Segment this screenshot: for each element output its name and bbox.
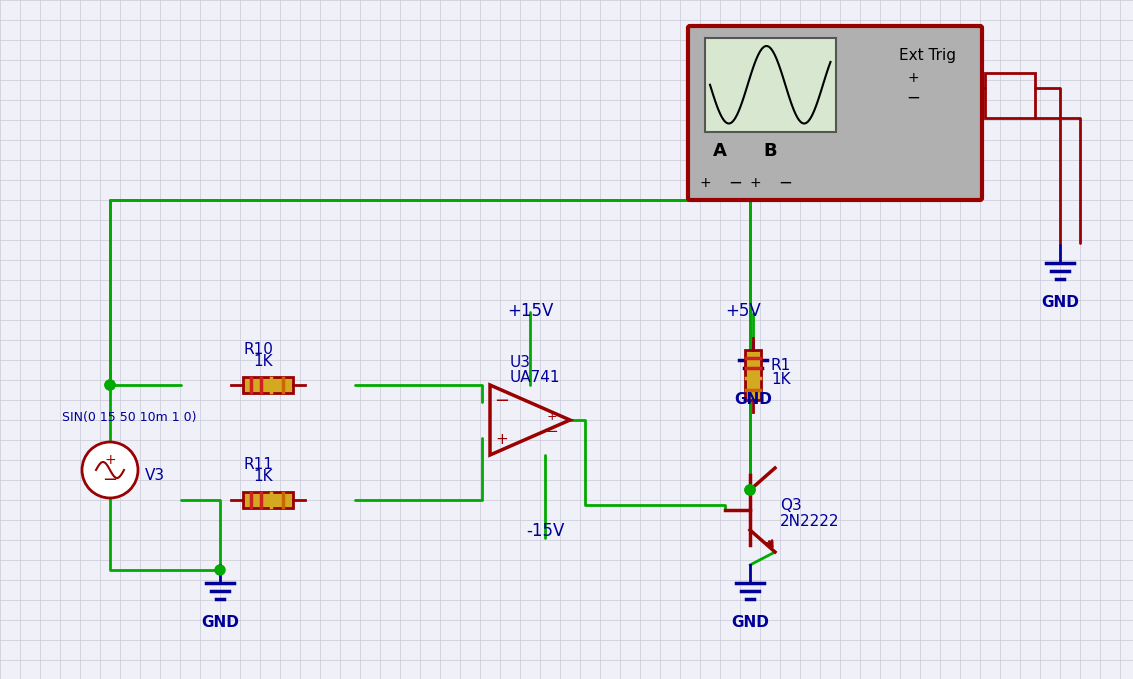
Text: U3: U3 bbox=[510, 355, 531, 370]
Circle shape bbox=[910, 84, 918, 92]
Text: −: − bbox=[729, 174, 742, 192]
Text: GND: GND bbox=[201, 615, 239, 630]
Text: Q3: Q3 bbox=[780, 498, 802, 513]
Circle shape bbox=[746, 485, 755, 495]
Text: −: − bbox=[906, 89, 920, 107]
Bar bbox=[705, 38, 835, 132]
Text: −: − bbox=[102, 471, 118, 489]
Text: −: − bbox=[494, 392, 510, 410]
Circle shape bbox=[82, 442, 138, 498]
Text: 1K: 1K bbox=[253, 354, 273, 369]
Text: +15V: +15V bbox=[506, 302, 553, 320]
Text: B: B bbox=[764, 142, 777, 160]
Text: -15V: -15V bbox=[526, 522, 564, 540]
Text: +: + bbox=[547, 409, 557, 422]
Text: R1: R1 bbox=[770, 358, 791, 373]
Text: +: + bbox=[104, 453, 116, 467]
Circle shape bbox=[716, 169, 724, 177]
Text: SIN(0 15 50 10m 1 0): SIN(0 15 50 10m 1 0) bbox=[62, 411, 196, 424]
Circle shape bbox=[105, 380, 116, 390]
Text: R10: R10 bbox=[244, 342, 273, 357]
Circle shape bbox=[215, 565, 225, 575]
Text: GND: GND bbox=[731, 615, 769, 630]
Text: −: − bbox=[546, 424, 559, 439]
Circle shape bbox=[766, 169, 774, 177]
Bar bbox=[985, 73, 1036, 118]
Text: A: A bbox=[713, 142, 727, 160]
Text: UA741: UA741 bbox=[510, 370, 561, 385]
Text: 1K: 1K bbox=[253, 469, 273, 484]
Text: +: + bbox=[699, 176, 710, 190]
Circle shape bbox=[105, 380, 116, 390]
Text: V3: V3 bbox=[145, 468, 165, 483]
Circle shape bbox=[746, 485, 755, 495]
Text: R11: R11 bbox=[244, 457, 273, 472]
Text: GND: GND bbox=[1041, 295, 1079, 310]
Bar bbox=[242, 377, 293, 393]
Text: Ext Trig: Ext Trig bbox=[898, 48, 956, 63]
Text: 2N2222: 2N2222 bbox=[780, 515, 840, 530]
Text: −: − bbox=[778, 174, 792, 192]
Text: +: + bbox=[908, 71, 919, 85]
Text: +5V: +5V bbox=[725, 302, 761, 320]
Bar bbox=[242, 492, 293, 508]
Text: +: + bbox=[749, 176, 761, 190]
Text: GND: GND bbox=[734, 392, 772, 407]
FancyBboxPatch shape bbox=[688, 26, 982, 200]
Bar bbox=[746, 350, 761, 400]
Text: +: + bbox=[495, 431, 509, 447]
Text: 1K: 1K bbox=[770, 373, 791, 388]
